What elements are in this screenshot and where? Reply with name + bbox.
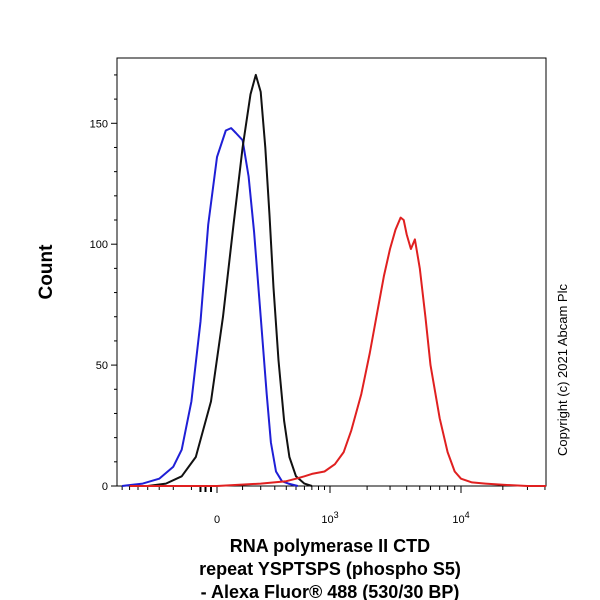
y-tick-label: 100 [90,239,108,251]
y-axis-label: Count [36,244,57,300]
y-tick-label: 0 [102,481,108,493]
y-tick-label: 150 [90,118,108,130]
x-tick-label: 104 [452,510,469,526]
x-axis-label-line-3: - Alexa Fluor® 488 (530/30 BP) [201,582,460,600]
series-line-1 [121,127,299,487]
x-tick-label: 0 [214,514,220,526]
x-axis-label-line-2: repeat YSPTSPS (phospho S5) [199,559,461,579]
y-tick-label: 50 [96,360,108,372]
x-tick-label: 103 [321,510,338,526]
series-line-2 [147,73,313,487]
series-line-3 [129,216,546,487]
copyright-text: Copyright (c) 2021 Abcam Plc [555,284,570,456]
x-axis-label-line-1: RNA polymerase II CTD [230,536,430,556]
plot-frame [116,57,547,487]
